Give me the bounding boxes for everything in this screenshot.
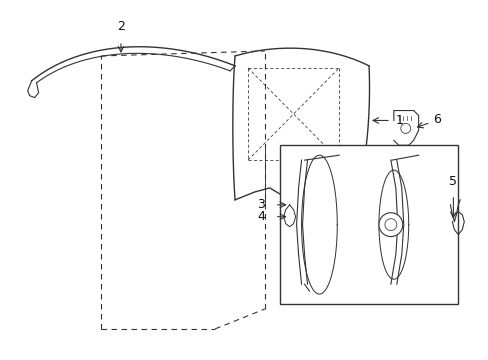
Circle shape	[384, 219, 396, 231]
Circle shape	[400, 123, 410, 133]
Text: 1: 1	[395, 114, 403, 127]
Text: 5: 5	[448, 175, 456, 188]
Text: 2: 2	[117, 20, 124, 33]
Text: 6: 6	[433, 113, 441, 126]
Circle shape	[378, 213, 402, 237]
Bar	[279, 145, 457, 304]
Text: 3: 3	[256, 198, 264, 211]
Text: 4: 4	[256, 210, 264, 223]
